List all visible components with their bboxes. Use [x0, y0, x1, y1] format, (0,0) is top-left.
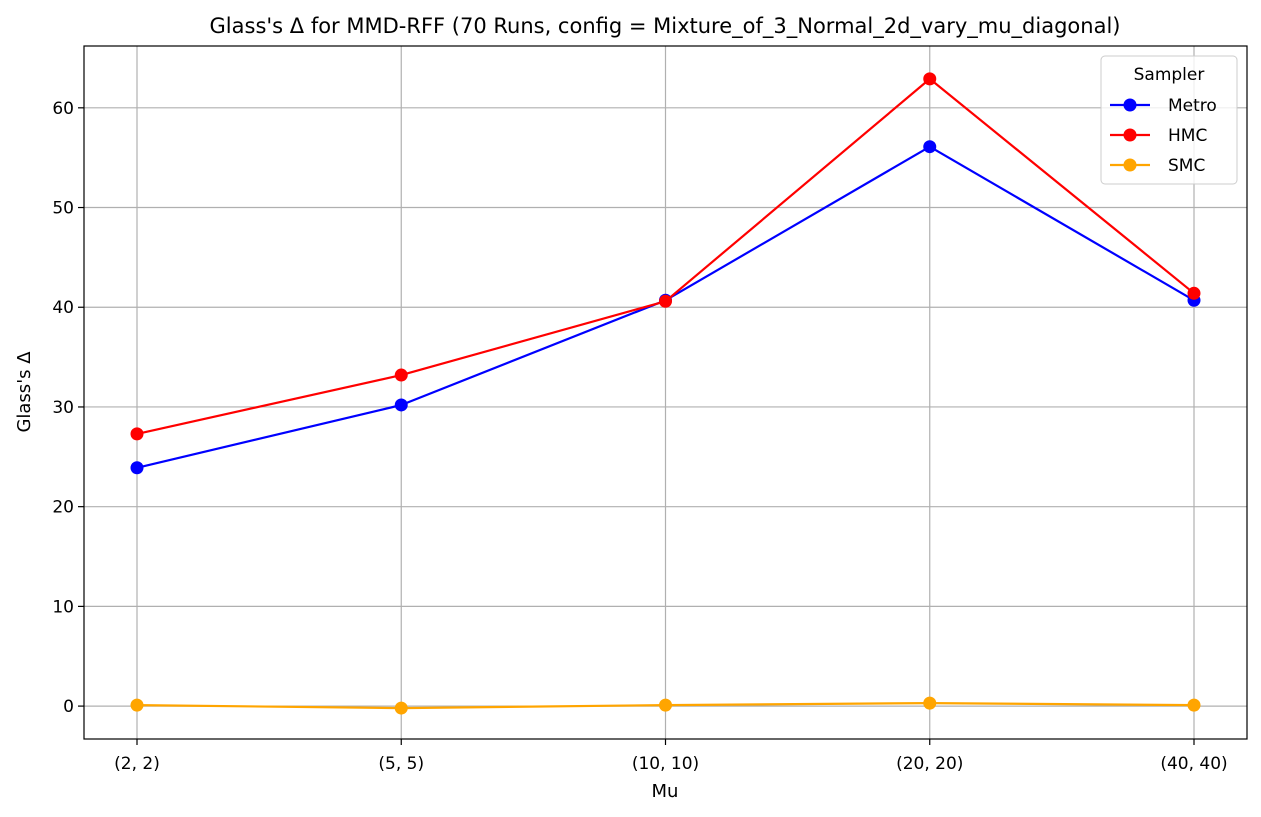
legend: Sampler Metro HMC SMC [1100, 55, 1238, 185]
x-tick-label: (2, 2) [114, 754, 160, 774]
y-tick-label: 20 [52, 498, 74, 518]
y-axis-label: Glass's Δ [14, 351, 35, 433]
x-tick-label: (20, 20) [896, 754, 963, 774]
y-tick-label: 0 [63, 697, 74, 717]
y-tick-label: 40 [52, 298, 74, 318]
data-point-metro [394, 398, 408, 412]
legend-title: Sampler [1134, 65, 1205, 85]
legend-box [1100, 55, 1238, 185]
legend-marker-smc [1123, 158, 1137, 172]
legend-label-metro: Metro [1168, 96, 1217, 116]
series-layer [130, 72, 1201, 715]
x-tick-label: (5, 5) [378, 754, 424, 774]
y-tick-label: 50 [52, 199, 74, 219]
legend-marker-hmc [1123, 128, 1137, 142]
data-point-smc [394, 701, 408, 715]
data-point-hmc [130, 427, 144, 441]
y-tick-label: 60 [52, 99, 74, 119]
data-point-smc [1187, 698, 1201, 712]
legend-marker-metro [1123, 98, 1137, 112]
legend-label-hmc: HMC [1168, 126, 1207, 146]
y-tick-label: 30 [52, 398, 74, 418]
x-tick-label: (10, 10) [632, 754, 699, 774]
data-point-hmc [923, 72, 937, 86]
data-point-smc [923, 696, 937, 710]
data-point-hmc [394, 368, 408, 382]
x-tick-label: (40, 40) [1160, 754, 1227, 774]
data-point-smc [130, 698, 144, 712]
y-tick-label: 10 [52, 597, 74, 617]
data-point-hmc [1187, 286, 1201, 300]
data-point-metro [923, 140, 937, 154]
x-axis-label: Mu [652, 781, 679, 802]
data-point-hmc [659, 294, 672, 308]
chart-title: Glass's Δ for MMD-RFF (70 Runs, config =… [210, 14, 1121, 39]
legend-label-smc: SMC [1168, 156, 1205, 176]
ticks: (2, 2) (5, 5) (10, 10) (20, 20) (40, 40) 0 10 2… [52, 99, 1227, 774]
data-point-smc [659, 698, 672, 712]
data-point-metro [130, 461, 144, 475]
